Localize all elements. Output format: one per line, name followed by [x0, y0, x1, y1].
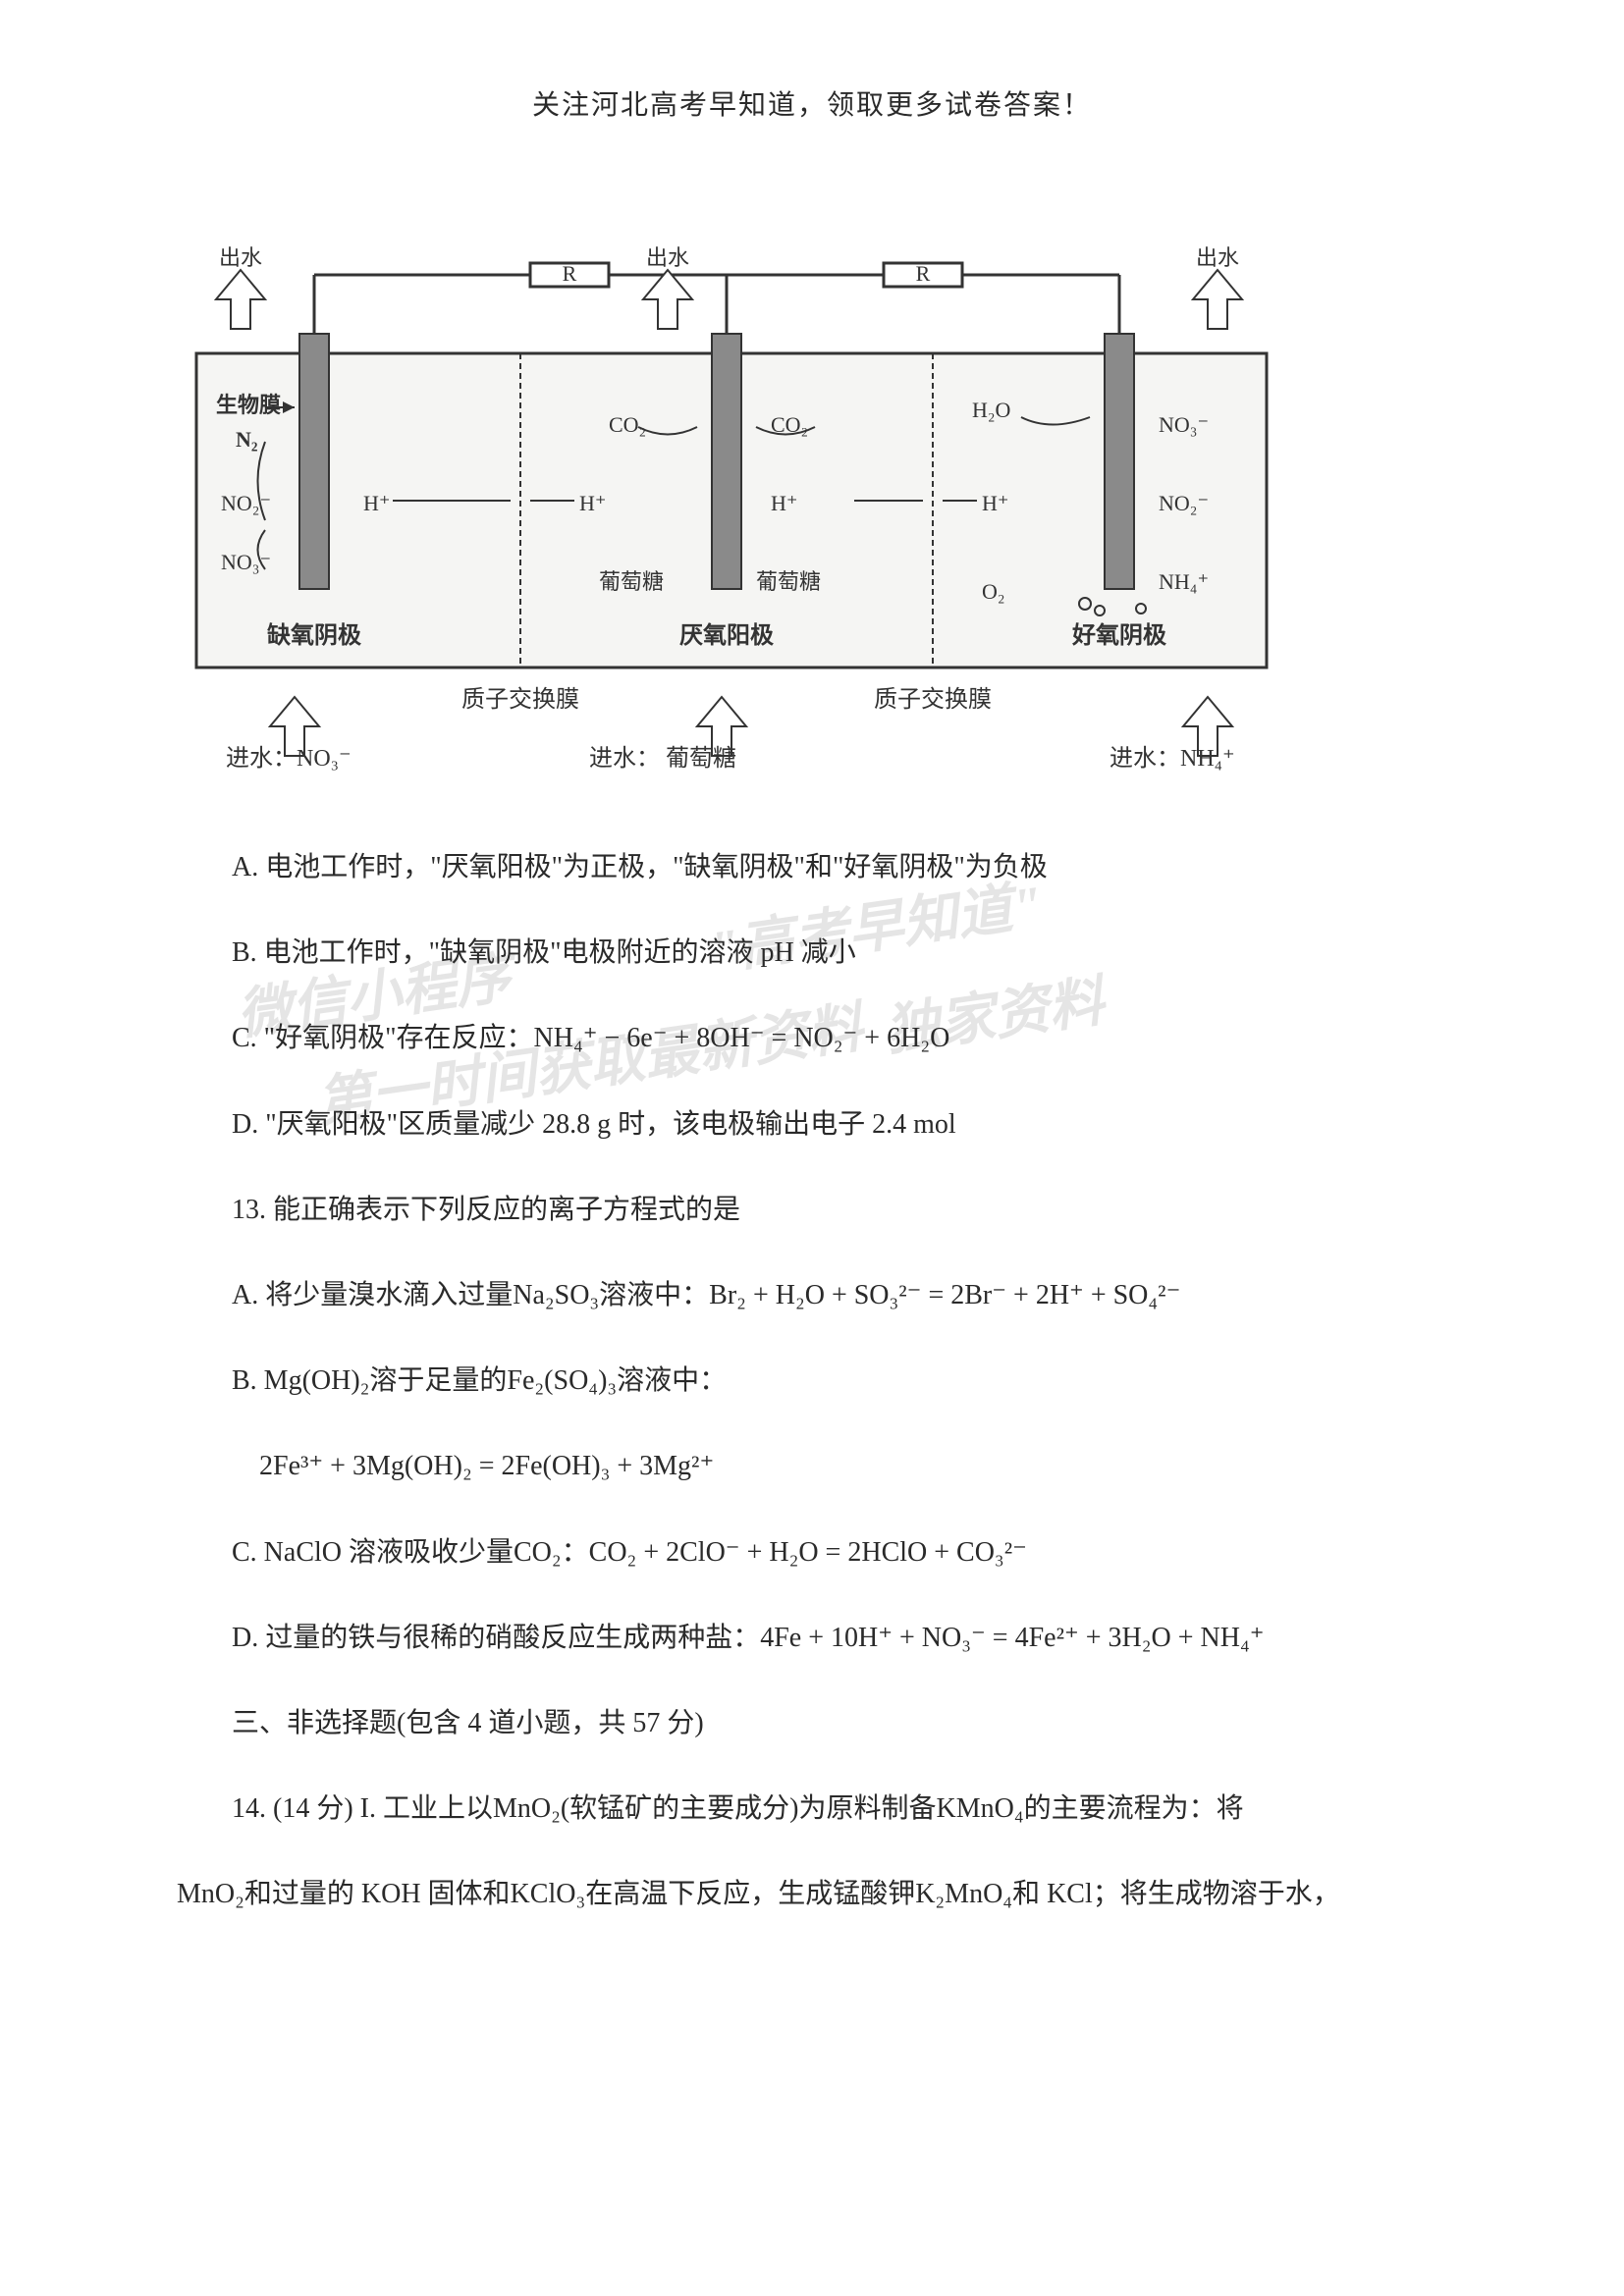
svg-text:好氧阴极: 好氧阴极: [1071, 621, 1166, 649]
option-d: D. "厌氧阳极"区质量减少 28.8 g 时，该电极输出电子 2.4 mol: [177, 1092, 1483, 1157]
outlet-arrow-1: 出水: [216, 245, 265, 329]
outlet-arrow-3: 出水: [1193, 245, 1242, 329]
svg-text:H⁺: H⁺: [579, 491, 607, 515]
svg-text:进水：NH₄⁺: 进水：NH₄⁺: [1110, 745, 1235, 772]
svg-text:进水： 葡萄糖: 进水： 葡萄糖: [589, 745, 736, 772]
svg-text:生物膜: 生物膜: [216, 393, 281, 417]
q13-title: 13. 能正确表示下列反应的离子方程式的是: [177, 1177, 1483, 1243]
svg-text:葡萄糖: 葡萄糖: [599, 569, 664, 594]
svg-text:CO₂: CO₂: [609, 412, 646, 437]
content-body: A. 电池工作时，"厌氧阳极"为正极，"缺氧阴极"和"好氧阴极"为负极 B. 电…: [177, 834, 1483, 1947]
svg-text:出水: 出水: [646, 245, 689, 270]
q13-c: C. NaClO 溶液吸收少量CO₂：CO₂ + 2ClO⁻ + H₂O = 2…: [177, 1520, 1483, 1585]
svg-text:质子交换膜: 质子交换膜: [874, 686, 992, 713]
page-header: 关注河北高考早知道，领取更多试卷答案！: [0, 83, 1624, 123]
svg-text:进水：NO₃⁻: 进水：NO₃⁻: [226, 745, 352, 772]
circuit-diagram: R R 出水 出水 出水 生物膜 N₂ NO₂⁻ NO₃⁻ H⁺ H⁺ CO₂: [167, 236, 1296, 775]
svg-text:O₂: O₂: [982, 579, 1005, 604]
svg-text:质子交换膜: 质子交换膜: [461, 686, 579, 713]
svg-text:H₂O: H₂O: [972, 398, 1010, 422]
option-a: A. 电池工作时，"厌氧阳极"为正极，"缺氧阴极"和"好氧阴极"为负极: [177, 834, 1483, 900]
option-c: C. "好氧阴极"存在反应：NH₄⁺ − 6e⁻ + 8OH⁻ = NO₂⁻ +…: [177, 1005, 1483, 1071]
svg-text:NO₂⁻: NO₂⁻: [221, 491, 271, 515]
option-b: B. 电池工作时，"缺氧阴极"电极附近的溶液 pH 减小: [177, 920, 1483, 986]
svg-text:葡萄糖: 葡萄糖: [756, 569, 821, 594]
svg-text:NO₂⁻: NO₂⁻: [1159, 491, 1209, 515]
svg-text:NO₃⁻: NO₃⁻: [1159, 412, 1209, 437]
q13-b-formula: 2Fe³⁺ + 3Mg(OH)₂ = 2Fe(OH)₃ + 3Mg²⁺: [177, 1433, 1483, 1499]
resistor-label-2: R: [916, 261, 931, 286]
q14-line1: 14. (14 分) I. 工业上以MnO₂(软锰矿的主要成分)为原料制备KMn…: [177, 1776, 1483, 1842]
svg-text:缺氧阴极: 缺氧阴极: [267, 621, 361, 649]
q14-line2: MnO₂和过量的 KOH 固体和KClO₃在高温下反应，生成锰酸钾K₂MnO₄和…: [177, 1861, 1483, 1927]
outlet-arrow-2: 出水: [643, 245, 692, 329]
svg-text:H⁺: H⁺: [982, 491, 1009, 515]
svg-text:N₂: N₂: [236, 427, 258, 452]
q13-b-intro: B. Mg(OH)₂溶于足量的Fe₂(SO₄)₃溶液中：: [177, 1348, 1483, 1414]
q13-d: D. 过量的铁与很稀的硝酸反应生成两种盐：4Fe + 10H⁺ + NO₃⁻ =…: [177, 1605, 1483, 1671]
svg-text:出水: 出水: [1196, 245, 1239, 270]
svg-text:H⁺: H⁺: [363, 491, 391, 515]
q13-a: A. 将少量溴水滴入过量Na₂SO₃溶液中：Br₂ + H₂O + SO₃²⁻ …: [177, 1262, 1483, 1328]
resistor-label-1: R: [563, 261, 577, 286]
svg-text:H⁺: H⁺: [771, 491, 798, 515]
svg-text:厌氧阳极: 厌氧阳极: [679, 621, 774, 649]
svg-text:NH₄⁺: NH₄⁺: [1159, 569, 1209, 594]
section-3: 三、非选择题(包含 4 道小题，共 57 分): [177, 1690, 1483, 1756]
svg-text:NO₃⁻: NO₃⁻: [221, 550, 271, 574]
svg-text:出水: 出水: [219, 245, 262, 270]
